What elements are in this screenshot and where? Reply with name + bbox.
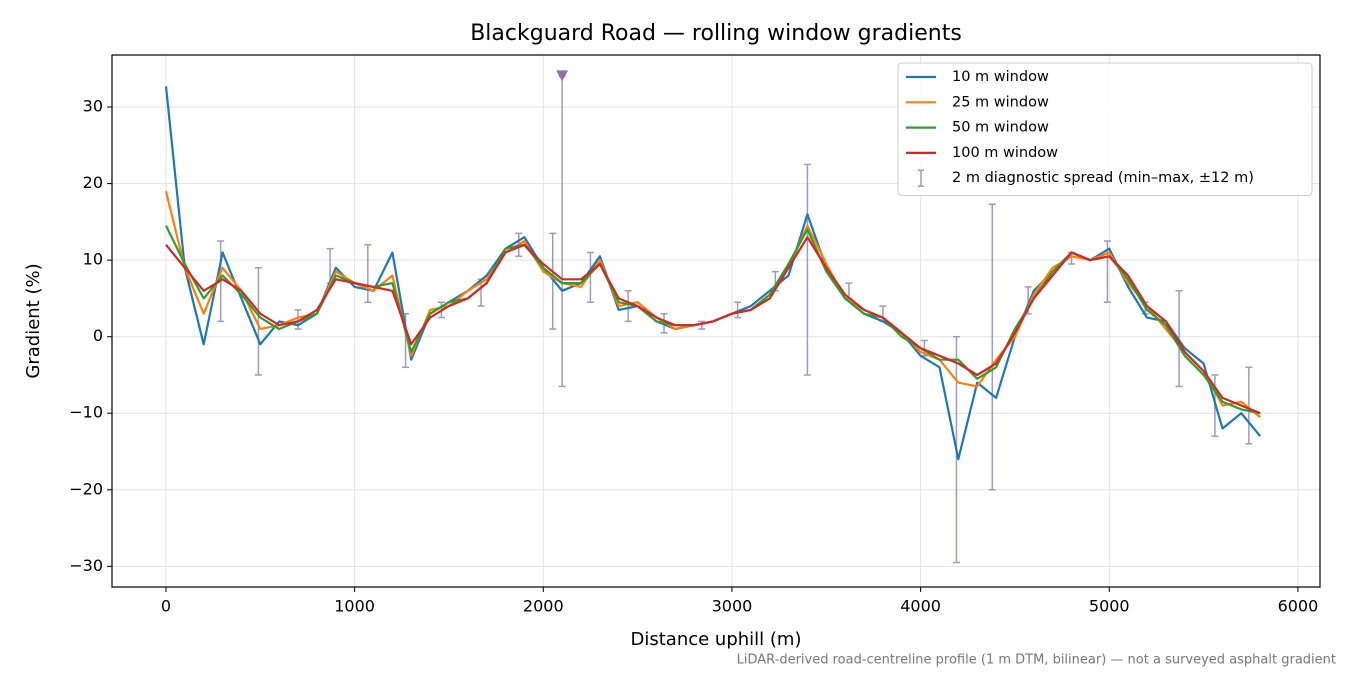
plot-frame bbox=[111, 54, 1321, 588]
legend: 10 m window 25 m window 50 m window 100 m w… bbox=[897, 62, 1313, 196]
legend-label: 10 m window bbox=[952, 69, 1049, 85]
x-tick-label: 4000 bbox=[900, 597, 941, 616]
series-line bbox=[164, 191, 1261, 418]
outlier-marker bbox=[556, 70, 569, 82]
legend-label: 25 m window bbox=[952, 94, 1049, 110]
series-line bbox=[165, 236, 1261, 415]
x-tick-label: 2000 bbox=[523, 597, 564, 616]
y-tick-label: 0 bbox=[93, 326, 103, 345]
legend-label: 2 m diagnostic spread (min–max, ±12 m) bbox=[952, 170, 1254, 186]
y-tick-label: 20 bbox=[83, 173, 103, 192]
x-tick-label: 5000 bbox=[1089, 597, 1130, 616]
legend-label: 50 m window bbox=[952, 120, 1049, 136]
x-tick-label: 6000 bbox=[1278, 597, 1319, 616]
y-tick-label: 30 bbox=[83, 97, 103, 116]
legend-label: 100 m window bbox=[952, 145, 1058, 161]
y-tick-label: −10 bbox=[69, 403, 103, 422]
legend-box bbox=[897, 62, 1313, 196]
x-tick-label: 3000 bbox=[712, 597, 753, 616]
x-axis-label: Distance uphill (m) bbox=[631, 629, 802, 650]
plot-area bbox=[164, 75, 1262, 564]
x-tick-label: 0 bbox=[161, 597, 171, 616]
y-axis-label: Gradient (%) bbox=[23, 263, 44, 378]
y-tick-label: 10 bbox=[83, 250, 103, 269]
footnote: LiDAR-derived road-centreline profile (1… bbox=[737, 653, 1336, 668]
y-tick-label: −20 bbox=[69, 479, 103, 498]
x-tick-label: 1000 bbox=[334, 597, 375, 616]
chart-title: Blackguard Road — rolling window gradien… bbox=[470, 21, 962, 46]
y-tick-label: −30 bbox=[69, 556, 103, 575]
